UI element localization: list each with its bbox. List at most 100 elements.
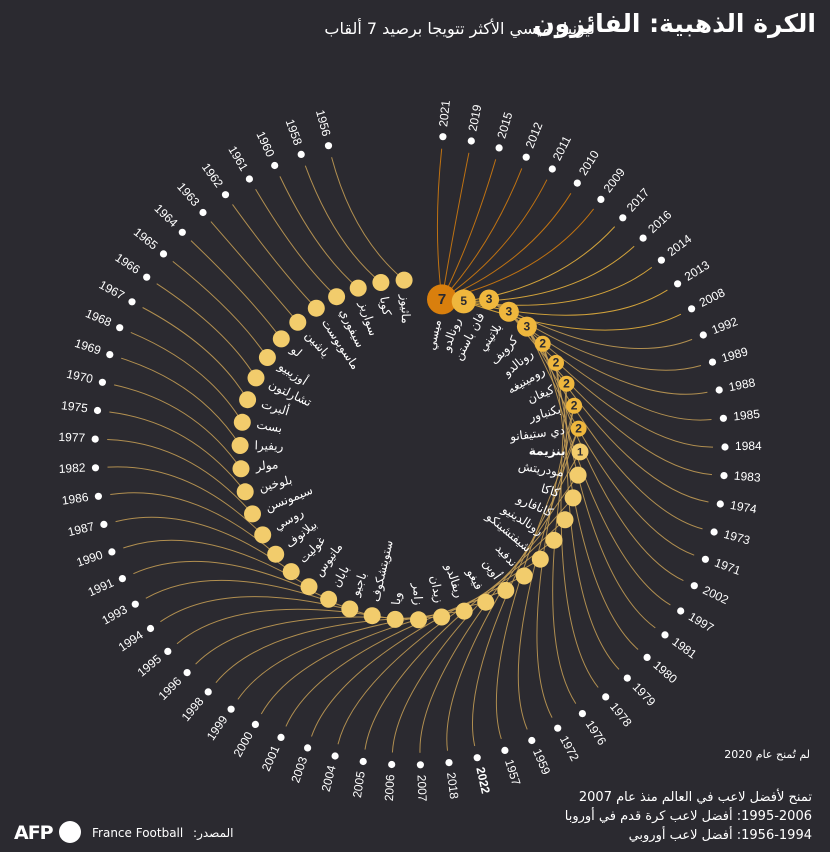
player-name-11: مودريتش [517,459,565,481]
year-dot-2010 [573,179,581,187]
player-dot-32 [232,460,250,478]
link-1993 [145,579,350,610]
player-name-20: زيدان [426,574,446,604]
player-wins-7: 2 [563,376,570,390]
link-2021 [436,148,443,300]
year-dot-1970 [98,378,106,386]
year-label-2011: 2011 [550,133,574,163]
link-1980 [555,362,639,650]
player-dot-10 [571,443,589,461]
player-name-34: بست [256,417,284,435]
player-name-44: ماثيوز [397,293,413,324]
year-label-1958: 1958 [283,117,305,147]
year-dot-1965 [159,250,168,258]
player-dot-43 [372,274,390,291]
link-1973 [526,326,703,530]
year-dot-2004 [331,752,339,760]
year-label-2006: 2006 [382,774,398,802]
player-dot-19 [455,602,473,620]
player-dot-0 [427,284,457,315]
year-dot-1958 [297,150,305,158]
year-label-2022: 2022 [473,766,492,795]
player-dot-11 [569,466,587,484]
year-dot-2005 [359,757,367,766]
link-1967 [142,307,249,400]
player-wins-9: 2 [575,421,582,435]
year-dot-1982 [91,464,100,472]
year-dot-1988 [715,386,723,394]
year-dot-2013 [674,280,682,288]
year-label-2021: 2021 [436,99,453,127]
year-label-1965: 1965 [131,225,161,253]
year-label-1985: 1985 [733,407,761,424]
link-2008 [463,300,682,331]
link-1975 [109,411,246,493]
player-dot-35 [239,391,257,409]
link-1979 [565,383,620,670]
year-dot-1967 [128,298,136,306]
year-label-2015: 2015 [494,110,515,140]
player-wins-2: 3 [486,292,493,306]
year-dot-1963 [199,208,207,217]
legend-line-3: 1956-1994: أفضل لاعب أوروبي [628,828,812,843]
year-label-2018: 2018 [444,772,461,801]
year-label-2002: 2002 [701,583,731,607]
link-1970 [113,384,242,470]
year-dot-1997 [677,607,685,615]
player-wins-0: 7 [438,291,446,308]
link-1981 [555,362,656,629]
player-dot-39 [289,313,307,331]
player-wins-5: 2 [539,336,546,350]
year-label-2003: 2003 [288,755,310,785]
link-1963 [210,221,299,323]
year-label-1972: 1972 [557,733,582,763]
player-dot-13 [556,511,574,529]
year-dot-1979 [623,674,631,682]
player-dot-24 [341,600,359,618]
link-2012 [441,168,523,300]
player-dot-1 [451,289,476,314]
player-dot-7 [558,375,575,392]
year-dot-1971 [701,555,710,563]
subtitle: ليونيل ميسي الأكثر تتويجا برصيد 7 ألقاب [324,19,595,38]
year-dot-1977 [91,435,99,443]
player-dot-31 [236,483,254,501]
player-name-33: ريفيرا [254,438,283,454]
player-name-32: مولر [254,457,279,475]
player-dot-44 [395,271,413,289]
year-label-1974: 1974 [729,498,758,516]
afp-logo: AFP [14,820,81,846]
year-dot-2022 [473,754,481,762]
player-dot-21 [410,611,427,629]
player-name-24: باجيو [348,570,371,599]
year-dot-1984 [721,443,729,451]
player-dot-18 [477,593,495,611]
year-dot-2012 [522,153,530,161]
year-label-1964: 1964 [152,201,181,230]
year-dot-1956 [324,142,333,150]
year-label-1997: 1997 [686,609,716,635]
player-dot-3 [498,301,519,322]
year-dot-1959 [528,736,536,745]
player-dot-37 [258,349,276,366]
year-label-1963: 1963 [174,180,202,210]
link-2018 [446,474,579,751]
year-dot-1961 [245,175,253,183]
year-label-1993: 1993 [99,602,129,627]
year-dot-1985 [719,414,728,422]
player-dot-27 [282,563,300,581]
player-dot-22 [386,610,404,628]
player-wins-4: 3 [524,319,531,333]
year-label-1999: 1999 [204,713,231,743]
player-wins-10: 1 [577,446,583,458]
player-dot-20 [433,608,451,626]
link-1969 [121,357,241,446]
player-dot-36 [247,369,265,387]
year-dot-1993 [131,600,139,608]
year-label-1980: 1980 [651,658,681,686]
year-label-1998: 1998 [179,694,207,724]
player-dot-2 [479,289,500,310]
link-2004 [337,558,541,745]
link-2022 [472,451,581,747]
